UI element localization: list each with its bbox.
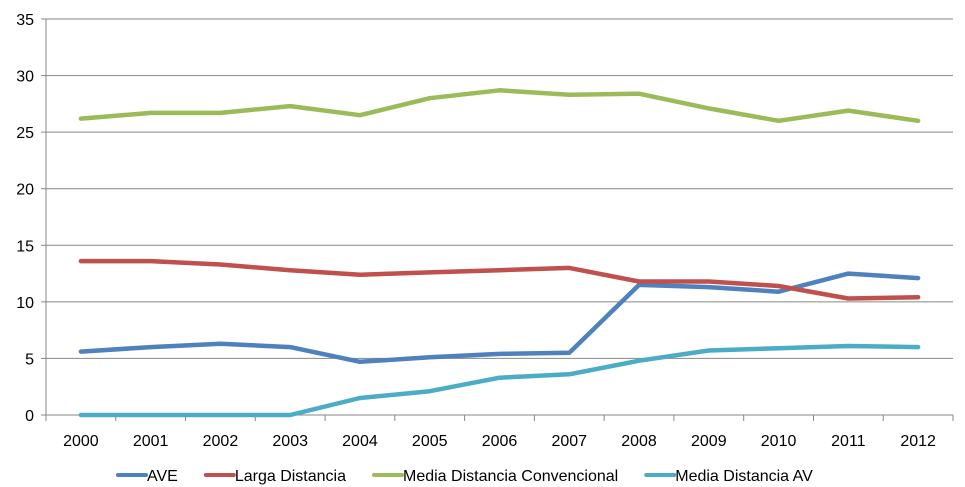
legend-label: Media Distancia Convencional xyxy=(403,468,618,485)
x-tick-label: 2004 xyxy=(342,433,378,450)
series-line-2 xyxy=(78,88,921,124)
y-tick-label: 5 xyxy=(25,351,34,368)
x-tick-label: 2000 xyxy=(63,433,99,450)
x-tick-label: 2007 xyxy=(551,433,587,450)
x-tick-label: 2002 xyxy=(203,433,239,450)
y-tick-label: 35 xyxy=(16,12,34,29)
legend-label: Larga Distancia xyxy=(235,468,346,485)
legend-label: AVE xyxy=(147,468,178,485)
x-tick-label: 2011 xyxy=(831,433,866,450)
legend: AVE Larga Distancia Media Distancia Conven… xyxy=(116,468,813,485)
gridlines xyxy=(46,18,953,359)
x-tick-label: 2005 xyxy=(412,433,448,450)
y-tick-label: 0 xyxy=(25,408,34,425)
x-tick-label: 2003 xyxy=(272,433,308,450)
y-tick-label: 10 xyxy=(16,295,34,312)
y-tick-label: 15 xyxy=(16,238,34,255)
y-tick-label: 20 xyxy=(16,182,34,199)
x-tick-label: 2008 xyxy=(621,433,657,450)
y-tick-label: 25 xyxy=(16,125,34,142)
series-line-3 xyxy=(78,343,921,418)
series-line-0 xyxy=(78,271,921,365)
series-lines xyxy=(78,88,921,418)
x-tick-label: 2012 xyxy=(900,433,936,450)
legend-label: Media Distancia AV xyxy=(675,468,813,485)
x-tick-label: 2001 xyxy=(133,433,169,450)
y-tick-label: 30 xyxy=(16,69,34,86)
series-line-1 xyxy=(78,258,921,301)
tick-labels: 0 5 10 15 20 25 30 35 2000 2001 2002 2003 2004 2005 20… xyxy=(16,12,936,450)
x-tick-label: 2009 xyxy=(691,433,727,450)
x-tick-label: 2006 xyxy=(482,433,518,450)
x-tick-label: 2010 xyxy=(761,433,797,450)
axes xyxy=(41,18,954,421)
